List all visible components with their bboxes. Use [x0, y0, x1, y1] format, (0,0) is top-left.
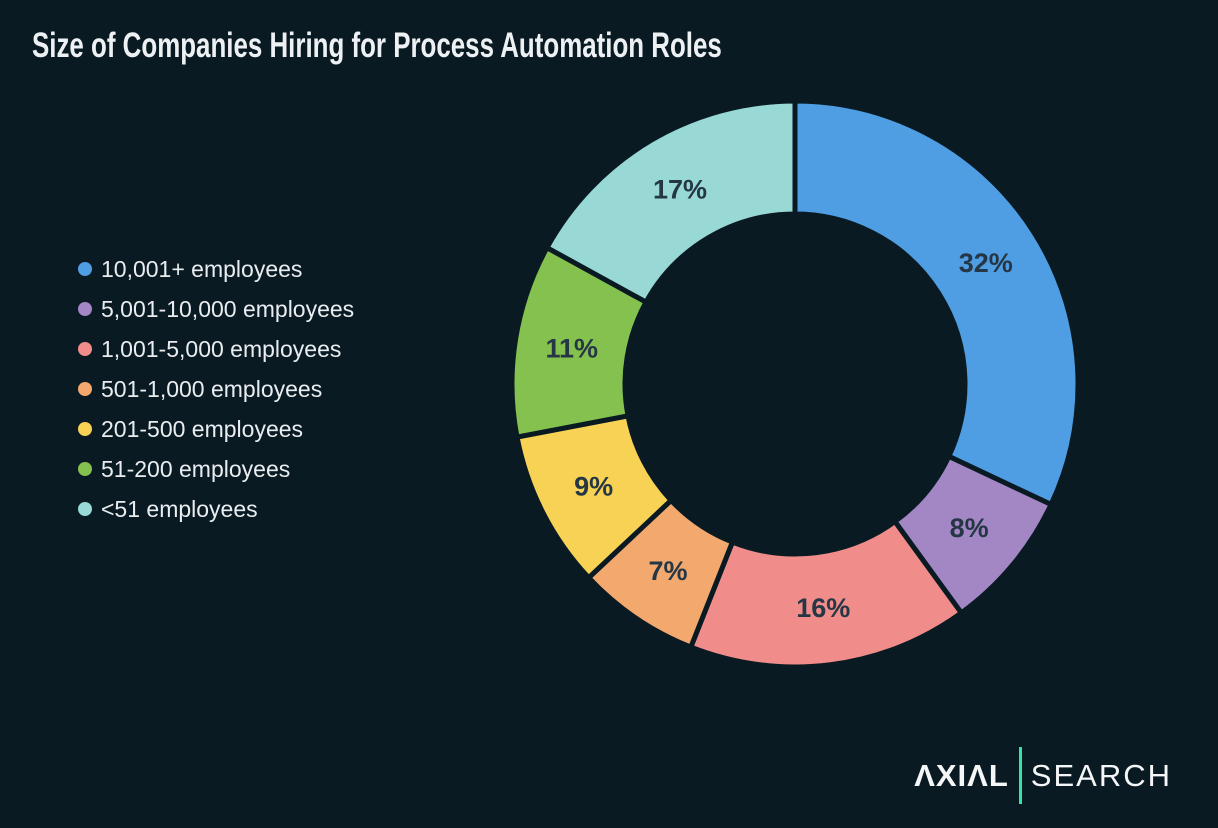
legend-swatch-icon [78, 262, 92, 276]
legend-item: 1,001-5,000 employees [78, 329, 354, 369]
legend-swatch-icon [78, 422, 92, 436]
logo-axial-wordmark: ΛXIΛL [914, 758, 1009, 793]
legend-swatch-icon [78, 382, 92, 396]
brand-logo: ΛXIΛL SEARCH [914, 747, 1172, 804]
legend-swatch-icon [78, 342, 92, 356]
legend-label: 201-500 employees [101, 415, 304, 442]
slice-percent-label: 11% [546, 334, 599, 364]
slice-percent-label: 7% [648, 556, 687, 586]
legend-item: 10,001+ employees [78, 249, 354, 289]
slice-percent-label: 32% [959, 248, 1013, 278]
chart-title: Size of Companies Hiring for Process Aut… [32, 26, 722, 65]
legend-label: 10,001+ employees [101, 255, 303, 282]
legend-label: 5,001-10,000 employees [101, 295, 355, 322]
legend-item: <51 employees [78, 489, 354, 529]
legend-label: 501-1,000 employees [101, 375, 323, 402]
legend-label: <51 employees [101, 495, 258, 522]
legend-swatch-icon [78, 502, 92, 516]
slice-percent-label: 8% [950, 513, 989, 543]
legend-item: 51-200 employees [78, 449, 354, 489]
slice-percent-label: 17% [653, 175, 707, 205]
legend-label: 1,001-5,000 employees [101, 335, 342, 362]
slice-percent-label: 9% [574, 472, 613, 502]
slice-percent-label: 16% [796, 593, 850, 623]
legend-swatch-icon [78, 462, 92, 476]
legend-item: 501-1,000 employees [78, 369, 354, 409]
donut-slice [687, 518, 965, 670]
logo-divider-bar-icon [1018, 747, 1022, 804]
legend: 10,001+ employees 5,001-10,000 employees 1… [78, 249, 354, 529]
legend-item: 5,001-10,000 employees [78, 289, 354, 329]
legend-swatch-icon [78, 302, 92, 316]
donut-slice [543, 98, 798, 306]
logo-search-wordmark: SEARCH [1030, 758, 1172, 793]
legend-label: 51-200 employees [101, 455, 291, 482]
legend-item: 201-500 employees [78, 409, 354, 449]
donut-slice [792, 98, 1081, 508]
